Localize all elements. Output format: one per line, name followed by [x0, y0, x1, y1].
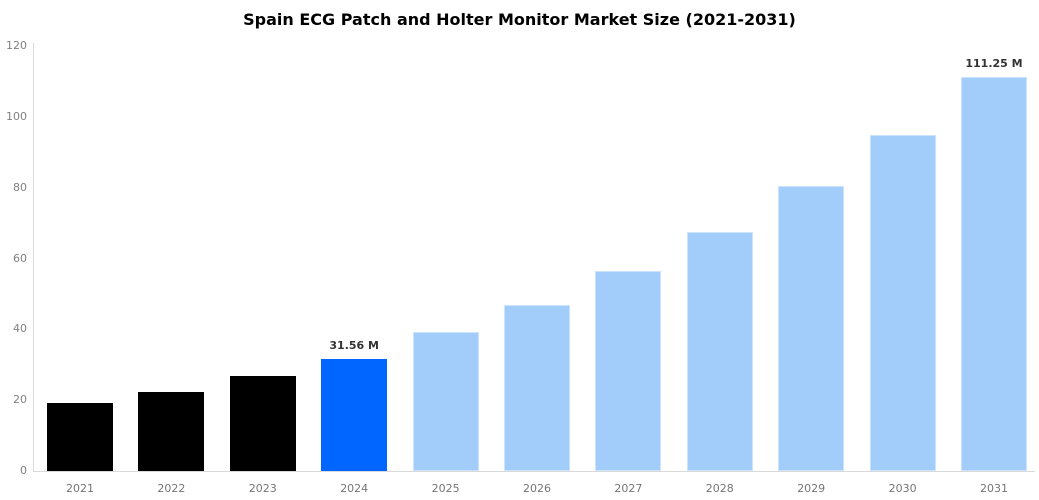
bar-2031 — [961, 76, 1027, 471]
y-tick-label-60: 60 — [13, 251, 27, 265]
x-axis-line — [33, 471, 1035, 472]
y-tick-label-20: 20 — [13, 393, 27, 407]
x-tick-label-2024: 2024 — [340, 482, 369, 495]
y-axis-line — [33, 43, 34, 472]
x-tick-label-2028: 2028 — [705, 482, 734, 495]
x-tick-label-2029: 2029 — [797, 482, 826, 495]
x-tick-label-2025: 2025 — [431, 482, 460, 495]
y-tick-label-120: 120 — [6, 39, 27, 52]
y-tick-label-0: 0 — [20, 464, 27, 477]
chart-title: Spain ECG Patch and Holter Monitor Marke… — [243, 10, 796, 29]
x-tick-label-2031: 2031 — [980, 482, 1008, 495]
bar-2021 — [47, 403, 113, 471]
y-tick-label-80: 80 — [13, 180, 27, 194]
bar-value-label-2031: 111.25 M — [965, 56, 1023, 70]
y-tick-label-40: 40 — [13, 322, 27, 336]
bar-2028 — [686, 231, 753, 471]
bar-2023 — [229, 376, 296, 471]
bar-2030 — [869, 134, 936, 471]
bar-2022 — [138, 391, 205, 471]
bar-2025 — [412, 332, 479, 471]
bar-value-label-2024: 31.56 M — [329, 339, 379, 353]
x-tick-label-2030: 2030 — [888, 482, 917, 495]
y-tick-label-100: 100 — [6, 109, 27, 123]
bar-2026 — [504, 304, 570, 471]
bar-2027 — [595, 270, 662, 471]
x-tick-label-2023: 2023 — [248, 482, 277, 495]
x-tick-label-2022: 2022 — [157, 482, 186, 495]
x-tick-label-2027: 2027 — [614, 482, 643, 495]
bar-2029 — [778, 186, 845, 471]
x-tick-label-2026: 2026 — [523, 482, 551, 495]
x-tick-label-2021: 2021 — [66, 482, 94, 495]
bar-2024 — [321, 359, 388, 471]
